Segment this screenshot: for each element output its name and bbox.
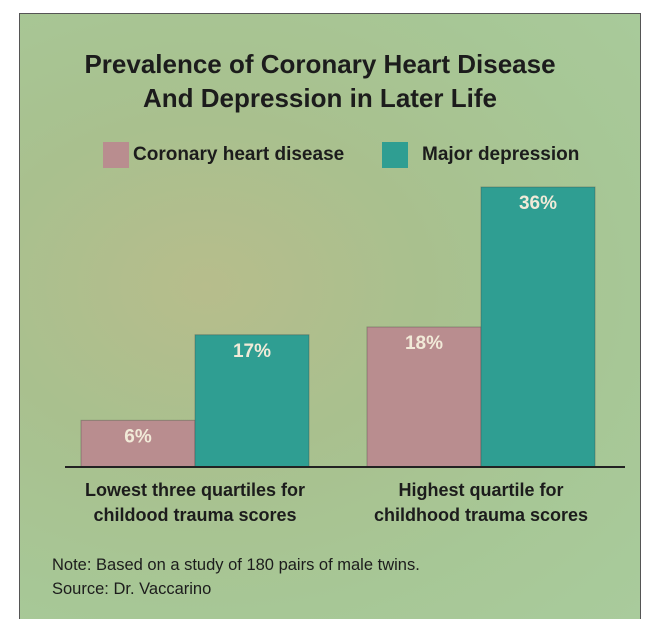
- chart-title: Prevalence of Coronary Heart Disease And…: [0, 47, 640, 115]
- x-tick-label: Highest quartile for childhood trauma sc…: [321, 478, 641, 528]
- value-label: 6%: [124, 426, 152, 447]
- value-label: 17%: [233, 341, 271, 362]
- legend-label: Coronary heart disease: [133, 144, 344, 166]
- value-label: 36%: [519, 193, 557, 214]
- x-tick-label: Lowest three quartiles for childood trau…: [35, 478, 355, 528]
- legend-swatch: [382, 142, 408, 168]
- note: Note: Based on a study of 180 pairs of m…: [52, 556, 420, 575]
- legend-label: Major depression: [422, 144, 579, 166]
- source: Source: Dr. Vaccarino: [52, 580, 211, 599]
- bar: [481, 187, 595, 467]
- legend-swatch: [103, 142, 129, 168]
- value-label: 18%: [405, 333, 443, 354]
